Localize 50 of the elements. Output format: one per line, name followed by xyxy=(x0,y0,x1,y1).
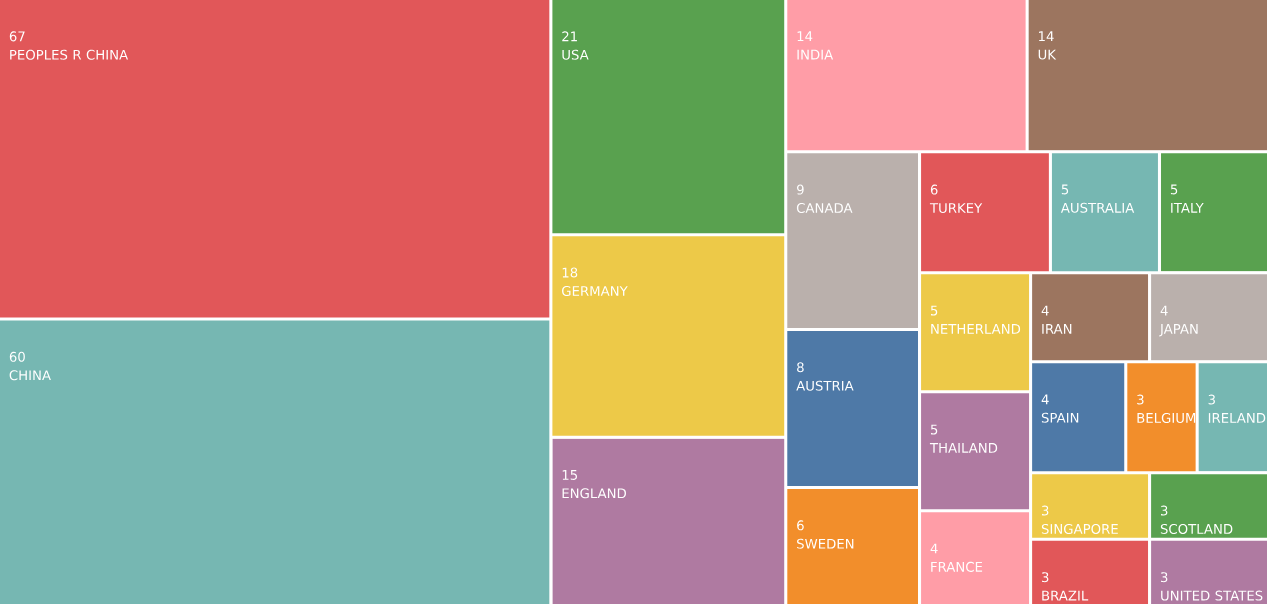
category-label: BELGIUM xyxy=(1137,412,1196,423)
data-label: 3 xyxy=(1208,394,1215,405)
category-label: USA xyxy=(562,49,589,60)
category-label: ENGLAND xyxy=(562,488,626,499)
data-label: 3 xyxy=(1160,571,1168,583)
category-label: THAILAND xyxy=(929,442,998,453)
category-label: CHINA xyxy=(9,370,51,381)
category-label: NETHERLAND xyxy=(931,323,1021,334)
data-label: 5 xyxy=(930,424,938,435)
data-label: 5 xyxy=(930,305,938,316)
data-label: 4 xyxy=(1160,305,1168,316)
category-label: UK xyxy=(1038,49,1057,60)
data-label: 6 xyxy=(930,184,938,195)
data-label: 67 xyxy=(9,31,25,42)
category-label: AUSTRALIA xyxy=(1060,202,1135,213)
data-label: 21 xyxy=(562,31,577,41)
category-label: INDIA xyxy=(797,49,834,60)
category-label: SPAIN xyxy=(1041,412,1079,423)
data-label: 4 xyxy=(1041,394,1049,405)
category-label: SINGAPORE xyxy=(1041,523,1118,534)
category-label: IRAN xyxy=(1042,323,1072,334)
data-label: 5 xyxy=(1061,184,1069,195)
data-label: 3 xyxy=(1042,571,1049,583)
data-label: 5 xyxy=(1170,184,1178,195)
data-label: 14 xyxy=(1039,31,1054,41)
data-label: 15 xyxy=(562,469,577,480)
data-label: 4 xyxy=(930,543,938,554)
data-label: 4 xyxy=(1041,305,1049,316)
data-label: 6 xyxy=(797,520,804,531)
data-label: 3 xyxy=(1137,394,1144,405)
category-label: BRAZIL xyxy=(1042,590,1089,601)
data-label: 14 xyxy=(797,31,813,41)
category-label: SWEDEN xyxy=(797,538,854,549)
data-label: 18 xyxy=(562,267,578,278)
category-label: JAPAN xyxy=(1159,323,1198,337)
data-label: 9 xyxy=(796,184,804,195)
data-label: 60 xyxy=(9,351,25,362)
data-label: 3 xyxy=(1160,505,1168,516)
category-label: FRANCE xyxy=(931,561,983,572)
data-label: 8 xyxy=(797,362,804,373)
category-label: SCOTLAND xyxy=(1160,523,1233,534)
category-label: PEOPLES R CHINA xyxy=(10,49,129,60)
category-label: TURKEY xyxy=(929,202,983,213)
category-label: CANADA xyxy=(796,202,853,213)
category-label: ITALY xyxy=(1171,202,1204,213)
category-label: AUSTRIA xyxy=(796,380,854,391)
data-label: 3 xyxy=(1042,505,1049,516)
category-label: IRELAND xyxy=(1208,412,1266,423)
category-label: GERMANY xyxy=(562,285,628,296)
category-label: UNITED STATES xyxy=(1161,590,1263,601)
